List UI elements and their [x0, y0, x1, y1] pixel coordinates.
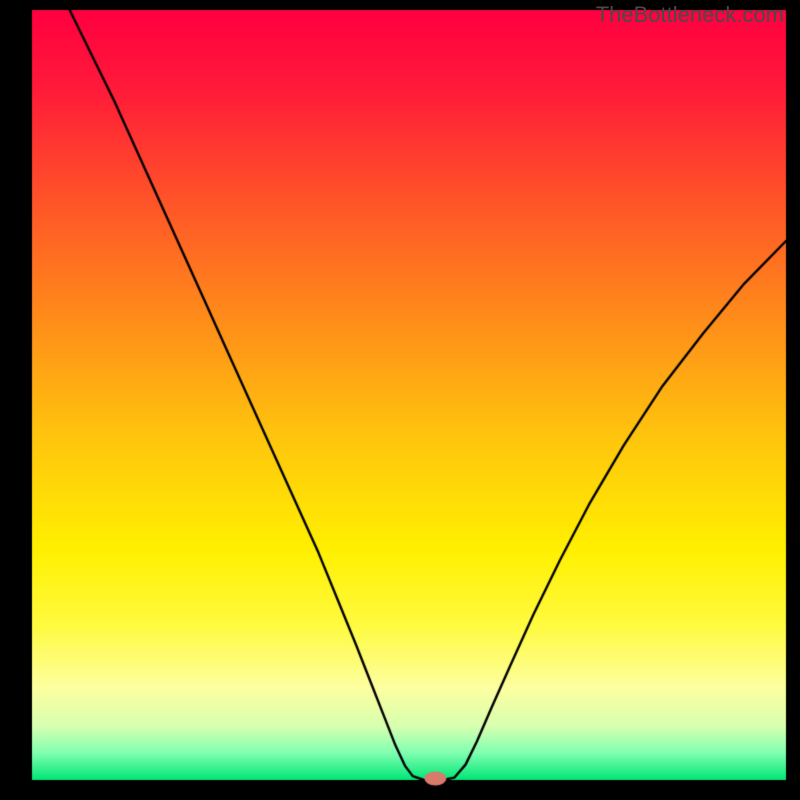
watermark-text: TheBottleneck.com: [596, 2, 784, 28]
chart-stage: TheBottleneck.com: [0, 0, 800, 800]
bottleneck-curve-chart: [0, 0, 800, 800]
